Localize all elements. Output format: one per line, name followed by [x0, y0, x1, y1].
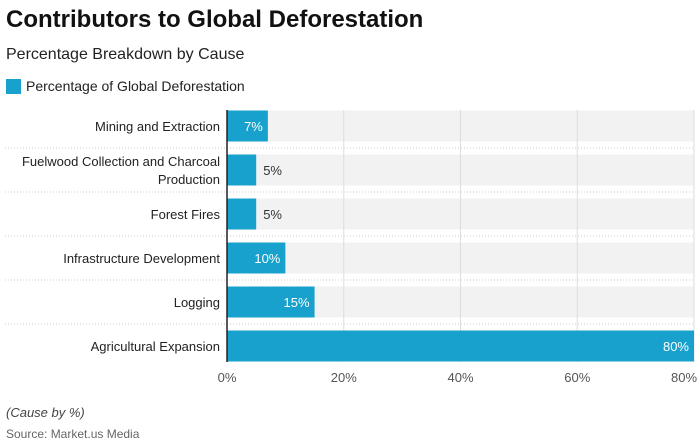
- data-label: 15%: [284, 295, 310, 310]
- category-label: Mining and Extraction: [95, 119, 220, 134]
- bar: [227, 154, 257, 186]
- chart-subtitle: Percentage Breakdown by Cause: [6, 46, 245, 63]
- x-tick-label: 0%: [218, 370, 237, 385]
- legend-swatch: [6, 78, 21, 94]
- x-tick-label: 20%: [331, 370, 357, 385]
- x-tick-label: 60%: [564, 370, 590, 385]
- category-label: Logging: [174, 295, 220, 310]
- chart-title: Contributors to Global Deforestation: [6, 6, 424, 33]
- bar: [227, 198, 257, 230]
- legend-label: Percentage of Global Deforestation: [26, 78, 245, 94]
- chart-note: (Cause by %): [6, 405, 85, 420]
- bar: [227, 110, 268, 142]
- x-tick-label: 40%: [447, 370, 473, 385]
- bar: [227, 330, 694, 362]
- category-label: Fuelwood Collection and Charcoal Producti…: [22, 154, 220, 187]
- data-label: 10%: [254, 251, 280, 266]
- data-label: 7%: [244, 119, 263, 134]
- category-label: Infrastructure Development: [63, 251, 220, 266]
- data-label: 5%: [263, 207, 282, 222]
- bar: [227, 242, 286, 274]
- data-label: 80%: [663, 339, 689, 354]
- category-label: Agricultural Expansion: [91, 339, 220, 354]
- chart-source: Source: Market.us Media: [6, 427, 140, 441]
- legend: Percentage of Global Deforestation: [6, 78, 245, 94]
- x-tick-label: 80%: [671, 370, 697, 385]
- bar: [227, 286, 315, 318]
- data-label: 5%: [263, 163, 282, 178]
- category-label: Forest Fires: [151, 207, 221, 222]
